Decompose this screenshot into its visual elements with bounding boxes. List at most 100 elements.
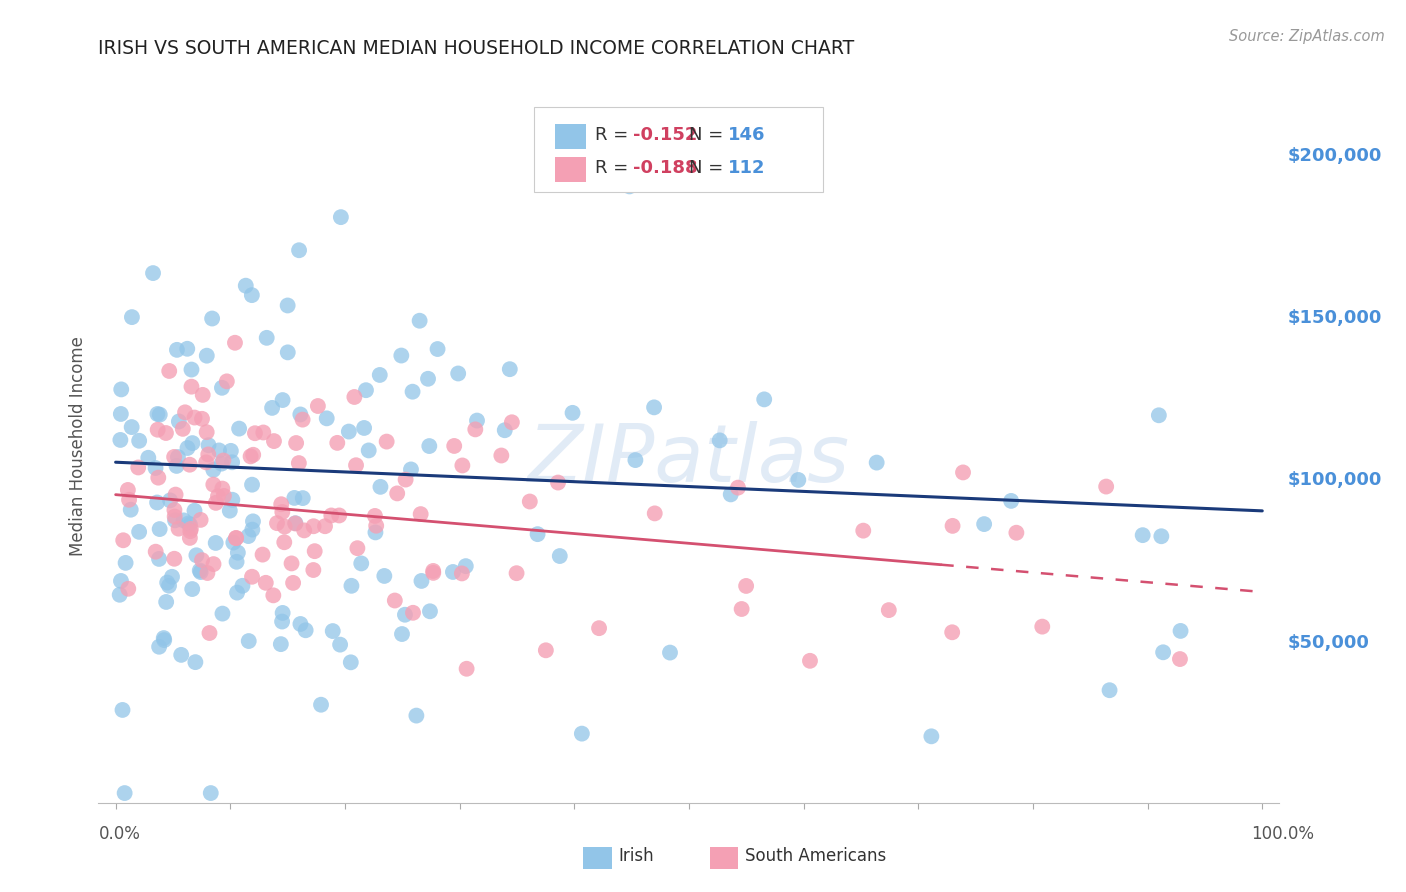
Point <box>643 401 665 415</box>
Point <box>163 509 186 524</box>
Point <box>197 566 219 580</box>
Point <box>1031 620 1053 634</box>
Point <box>284 516 307 531</box>
Point <box>422 564 444 578</box>
Text: Irish: Irish <box>619 847 654 865</box>
Point <box>179 524 201 538</box>
Point <box>188 564 211 578</box>
Point <box>156 575 179 590</box>
Point <box>165 487 187 501</box>
Point <box>190 513 212 527</box>
Point <box>174 405 197 419</box>
Point <box>155 425 177 440</box>
Text: 100.0%: 100.0% <box>1251 825 1315 843</box>
Point <box>426 342 449 356</box>
Point <box>344 458 367 473</box>
Point <box>416 372 439 386</box>
Point <box>215 375 238 389</box>
Point <box>357 443 380 458</box>
Point <box>387 486 409 500</box>
Point <box>111 703 134 717</box>
Text: 0.0%: 0.0% <box>98 825 141 843</box>
Point <box>117 582 139 596</box>
Point <box>368 368 391 382</box>
Point <box>273 519 295 533</box>
Point <box>501 415 523 429</box>
Point <box>499 362 522 376</box>
Point <box>443 439 465 453</box>
Point <box>110 574 132 588</box>
Point <box>177 516 200 531</box>
Point <box>145 544 167 558</box>
Point <box>110 407 132 421</box>
Point <box>226 585 249 599</box>
Point <box>720 487 742 501</box>
Point <box>128 434 150 448</box>
Point <box>1005 525 1028 540</box>
Point <box>441 565 464 579</box>
Point <box>370 480 392 494</box>
Point <box>263 434 285 448</box>
Point <box>1132 528 1154 542</box>
Point <box>110 433 132 447</box>
Point <box>184 655 207 669</box>
Point <box>179 517 201 532</box>
Point <box>179 531 201 545</box>
Point <box>167 450 190 464</box>
Point <box>242 448 264 462</box>
Point <box>157 579 180 593</box>
Point <box>242 514 264 528</box>
Point <box>534 643 557 657</box>
Point <box>624 453 647 467</box>
Point <box>735 579 758 593</box>
Point <box>292 524 315 538</box>
Point <box>208 443 231 458</box>
Text: N =: N = <box>689 126 728 144</box>
Point <box>202 477 225 491</box>
Y-axis label: Median Household Income: Median Household Income <box>69 336 87 556</box>
Point <box>173 513 195 527</box>
Point <box>422 566 444 580</box>
Point <box>350 557 373 571</box>
Point <box>920 729 942 743</box>
Point <box>973 517 995 532</box>
Point <box>271 615 294 629</box>
Point <box>148 552 170 566</box>
Point <box>195 425 218 439</box>
Point <box>181 582 204 596</box>
Point <box>1168 652 1191 666</box>
Point <box>180 379 202 393</box>
Text: -0.152: -0.152 <box>633 126 697 144</box>
Text: 112: 112 <box>728 159 766 177</box>
Point <box>394 473 416 487</box>
Point <box>304 544 326 558</box>
Point <box>852 524 875 538</box>
Point <box>411 574 433 588</box>
Point <box>240 477 263 491</box>
Point <box>389 349 412 363</box>
Text: -0.188: -0.188 <box>633 159 697 177</box>
Point <box>262 588 284 602</box>
Point <box>285 436 308 450</box>
Point <box>157 364 180 378</box>
Point <box>321 508 343 523</box>
Point <box>225 531 247 545</box>
Point <box>228 421 250 435</box>
Point <box>619 179 641 194</box>
Point <box>121 420 143 434</box>
Point <box>218 504 240 518</box>
Point <box>222 535 245 549</box>
Point <box>366 518 388 533</box>
Point <box>281 575 304 590</box>
Point <box>262 401 284 415</box>
Point <box>195 349 218 363</box>
Point <box>211 381 233 395</box>
Point <box>405 708 427 723</box>
Point <box>494 423 516 437</box>
Point <box>329 638 352 652</box>
Point <box>1147 409 1170 423</box>
Point <box>195 455 218 469</box>
Point <box>118 492 141 507</box>
Point <box>402 606 425 620</box>
Point <box>519 494 541 508</box>
